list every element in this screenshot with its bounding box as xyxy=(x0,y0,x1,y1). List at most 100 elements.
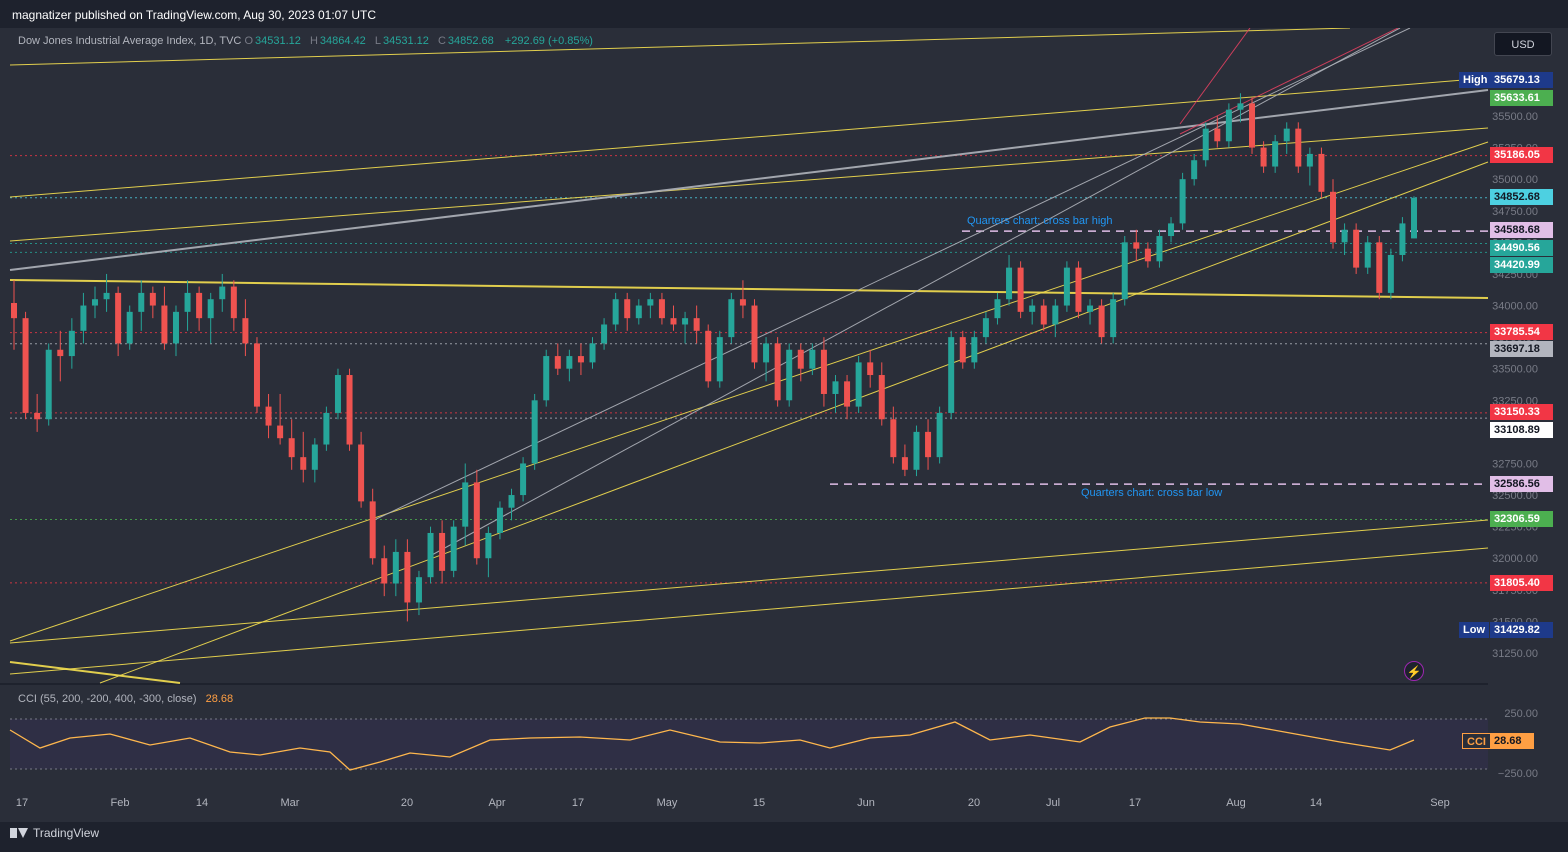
price-tick-label: 32000.00 xyxy=(1492,553,1538,565)
currency-button[interactable]: USD xyxy=(1494,32,1552,56)
price-tick-label: 34750.00 xyxy=(1492,206,1538,218)
candle-body xyxy=(693,318,700,331)
candle-body xyxy=(196,292,203,319)
price-tick-label: 32500.00 xyxy=(1492,490,1538,502)
candle-body xyxy=(890,419,897,458)
trend-line-11 xyxy=(369,28,1411,523)
candle-body xyxy=(809,349,816,369)
candle-body xyxy=(57,349,64,357)
trend-line-10 xyxy=(429,28,1401,557)
time-tick-label: Mar xyxy=(281,797,300,809)
price-tag: 35633.61 xyxy=(1490,90,1553,106)
price-tag: 34852.68 xyxy=(1490,189,1553,205)
candle-body xyxy=(670,318,677,325)
candle-body xyxy=(543,356,550,401)
candle-body xyxy=(624,299,631,319)
candle-body xyxy=(462,482,469,527)
candle-body xyxy=(612,299,619,325)
price-tick-label: 31250.00 xyxy=(1492,648,1538,660)
candle-body xyxy=(22,318,29,413)
trend-line-1 xyxy=(9,77,1489,198)
candle-body xyxy=(739,299,746,306)
candle-body xyxy=(103,292,110,300)
ohlc-open: 34531.12 xyxy=(255,35,301,47)
price-tick-label: 35000.00 xyxy=(1492,174,1538,186)
candle-body xyxy=(1411,197,1417,239)
price-tag: 35679.13 xyxy=(1490,72,1553,88)
candle-body xyxy=(1330,191,1337,243)
trend-line-6 xyxy=(9,519,1489,644)
candle-body xyxy=(1098,305,1105,338)
candle-body xyxy=(1017,267,1024,312)
candle-body xyxy=(554,356,561,369)
price-tag: 31429.82 xyxy=(1490,622,1553,638)
price-tag: 32306.59 xyxy=(1490,511,1553,527)
trend-line-0 xyxy=(9,28,1351,66)
time-tick-label: Aug xyxy=(1226,797,1246,809)
candle-body xyxy=(1272,141,1279,167)
candle-body xyxy=(647,299,654,306)
price-tag: 33697.18 xyxy=(1490,341,1553,357)
candle-body xyxy=(508,495,515,508)
candle-body xyxy=(68,330,75,357)
price-tag: 34588.68 xyxy=(1490,222,1553,238)
candle-body xyxy=(138,292,145,312)
price-tag: 33785.54 xyxy=(1490,324,1553,340)
candle-body xyxy=(1191,160,1198,180)
cci-axis-bottom: −250.00 xyxy=(1498,768,1538,780)
candle-body xyxy=(577,356,584,363)
candle-body xyxy=(774,343,781,401)
candle-body xyxy=(126,311,133,344)
time-tick-label: May xyxy=(657,797,678,809)
candle-body xyxy=(115,292,122,344)
candle-body xyxy=(473,482,480,559)
price-tick-label: 32750.00 xyxy=(1492,458,1538,470)
candle-body xyxy=(1399,223,1406,255)
candle-body xyxy=(219,286,226,300)
candle-body xyxy=(913,431,920,470)
time-tick-label: 14 xyxy=(196,797,208,809)
cci-legend-value: 28.68 xyxy=(205,693,234,705)
candle-body xyxy=(832,381,839,394)
candle-body xyxy=(867,362,874,376)
candle-body xyxy=(878,375,885,420)
candle-body xyxy=(161,305,168,344)
time-tick-label: 14 xyxy=(1310,797,1322,809)
candle-body xyxy=(1249,103,1256,148)
price-chart-svg[interactable]: 35500.0035250.0035000.0034750.0034500.00… xyxy=(0,28,1568,823)
candle-body xyxy=(925,431,932,458)
trend-line-3 xyxy=(9,279,1489,299)
candle-body xyxy=(751,305,758,363)
candle-body xyxy=(971,337,978,363)
time-tick-label: 17 xyxy=(572,797,584,809)
candle-body xyxy=(797,349,804,369)
candle-body xyxy=(265,406,272,426)
tradingview-logo[interactable]: TradingView xyxy=(10,826,99,840)
candle-body xyxy=(1306,153,1313,167)
cci-legend: CCI (55, 200, -200, 400, -300, close) 28… xyxy=(18,693,233,705)
candle-body xyxy=(820,349,827,394)
candle-body xyxy=(601,324,608,344)
candle-body xyxy=(1006,267,1013,300)
candle-body xyxy=(1063,267,1070,306)
candle-body xyxy=(149,292,156,306)
ohlc-high: 34864.42 xyxy=(319,35,366,47)
candle-body xyxy=(855,362,862,407)
candle-body xyxy=(369,501,376,559)
candle-body xyxy=(34,412,41,420)
candle-body xyxy=(80,305,87,331)
lightning-icon[interactable]: ⚡ xyxy=(1404,661,1424,681)
cci-legend-title: CCI (55, 200, -200, 400, -300, close) xyxy=(18,693,197,705)
candle-body xyxy=(705,330,712,382)
trend-line-9 xyxy=(9,89,1489,271)
trend-line-12 xyxy=(1179,28,1399,135)
candle-body xyxy=(184,292,191,312)
symbol-legend: Dow Jones Industrial Average Index, 1D, … xyxy=(18,35,593,47)
candle-body xyxy=(1110,299,1117,338)
candle-body xyxy=(1040,305,1047,325)
chart-area[interactable]: 35500.0035250.0035000.0034750.0034500.00… xyxy=(0,28,1568,823)
candle-body xyxy=(1121,242,1128,300)
cci-axis-top: 250.00 xyxy=(1504,708,1538,720)
ohlc-low: 34531.12 xyxy=(383,35,429,47)
cci-tag-label: CCI xyxy=(1462,733,1491,749)
